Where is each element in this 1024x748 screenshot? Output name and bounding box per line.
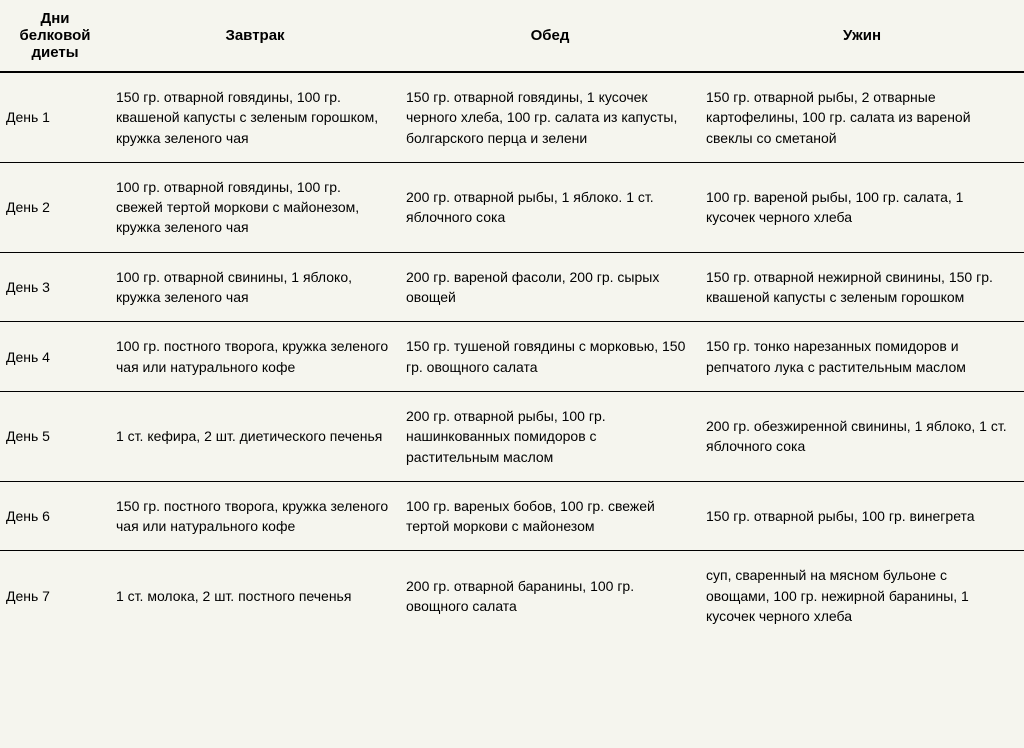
cell-breakfast: 100 гр. отварной говядины, 100 гр. свеже… — [110, 162, 400, 252]
table-row: День 3 100 гр. отварной свинины, 1 яблок… — [0, 252, 1024, 322]
table-row: День 5 1 ст. кефира, 2 шт. диетического … — [0, 391, 1024, 481]
table-body: День 1 150 гр. отварной говядины, 100 гр… — [0, 72, 1024, 640]
cell-breakfast: 150 гр. постного творога, кружка зеленог… — [110, 481, 400, 551]
table-row: День 7 1 ст. молока, 2 шт. постного пече… — [0, 551, 1024, 640]
cell-dinner: 200 гр. обезжиренной свинины, 1 яблоко, … — [700, 391, 1024, 481]
table-row: День 6 150 гр. постного творога, кружка … — [0, 481, 1024, 551]
table-row: День 1 150 гр. отварной говядины, 100 гр… — [0, 72, 1024, 162]
cell-lunch: 200 гр. отварной баранины, 100 гр. овощн… — [400, 551, 700, 640]
cell-lunch: 200 гр. отварной рыбы, 100 гр. нашинкова… — [400, 391, 700, 481]
cell-day: День 7 — [0, 551, 110, 640]
diet-table: Дни белковой диеты Завтрак Обед Ужин Ден… — [0, 0, 1024, 640]
cell-dinner: 150 гр. отварной рыбы, 2 отварные картоф… — [700, 72, 1024, 162]
cell-dinner: 150 гр. тонко нарезанных помидоров и реп… — [700, 322, 1024, 392]
cell-breakfast: 1 ст. кефира, 2 шт. диетического печенья — [110, 391, 400, 481]
cell-day: День 3 — [0, 252, 110, 322]
table-row: День 2 100 гр. отварной говядины, 100 гр… — [0, 162, 1024, 252]
table-row: День 4 100 гр. постного творога, кружка … — [0, 322, 1024, 392]
col-header-dinner: Ужин — [700, 0, 1024, 72]
cell-lunch: 100 гр. вареных бобов, 100 гр. свежей те… — [400, 481, 700, 551]
cell-dinner: 150 гр. отварной нежирной свинины, 150 г… — [700, 252, 1024, 322]
cell-dinner: суп, сваренный на мясном бульоне с овоща… — [700, 551, 1024, 640]
table-header: Дни белковой диеты Завтрак Обед Ужин — [0, 0, 1024, 72]
col-header-lunch: Обед — [400, 0, 700, 72]
cell-day: День 6 — [0, 481, 110, 551]
cell-lunch: 150 гр. отварной говядины, 1 кусочек чер… — [400, 72, 700, 162]
cell-breakfast: 1 ст. молока, 2 шт. постного печенья — [110, 551, 400, 640]
cell-day: День 2 — [0, 162, 110, 252]
cell-breakfast: 100 гр. отварной свинины, 1 яблоко, круж… — [110, 252, 400, 322]
cell-breakfast: 150 гр. отварной говядины, 100 гр. кваше… — [110, 72, 400, 162]
cell-lunch: 150 гр. тушеной говядины с морковью, 150… — [400, 322, 700, 392]
cell-dinner: 100 гр. вареной рыбы, 100 гр. салата, 1 … — [700, 162, 1024, 252]
cell-lunch: 200 гр. вареной фасоли, 200 гр. сырых ов… — [400, 252, 700, 322]
cell-day: День 4 — [0, 322, 110, 392]
col-header-breakfast: Завтрак — [110, 0, 400, 72]
cell-lunch: 200 гр. отварной рыбы, 1 яблоко. 1 ст. я… — [400, 162, 700, 252]
cell-dinner: 150 гр. отварной рыбы, 100 гр. винегрета — [700, 481, 1024, 551]
cell-day: День 5 — [0, 391, 110, 481]
cell-breakfast: 100 гр. постного творога, кружка зеленог… — [110, 322, 400, 392]
cell-day: День 1 — [0, 72, 110, 162]
col-header-day: Дни белковой диеты — [0, 0, 110, 72]
